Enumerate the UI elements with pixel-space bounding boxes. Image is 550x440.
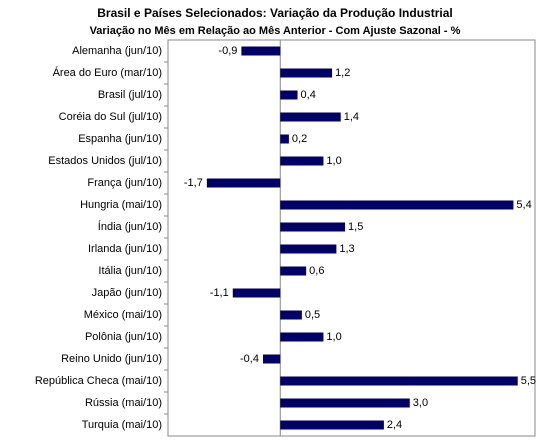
value-label: -0,9 [218,45,237,57]
value-label: 1,0 [326,331,341,343]
value-label: 0,5 [305,309,320,321]
y-tick-label: França (jun/10) [87,177,162,189]
bar [280,112,341,122]
y-tick-label: México (mai/10) [84,309,162,321]
bar [280,398,410,408]
value-label: -1,7 [184,177,203,189]
bar [280,134,289,144]
y-tick-label: Índia (jun/10) [98,220,162,233]
bar [262,354,281,364]
bar [280,90,298,100]
value-label: 1,4 [344,111,359,123]
y-tick-label: Irlanda (jun/10) [88,243,162,255]
y-tick-label: Alemanha (jun/10) [72,45,162,57]
value-label: 3,0 [413,397,428,409]
bar [280,222,346,232]
value-label: 1,2 [335,67,350,79]
chart-title: Brasil e Países Selecionados: Variação d… [97,6,452,20]
value-label: 0,2 [292,133,307,145]
bar [280,420,384,430]
bar [280,200,514,210]
y-tick-label: Polônia (jun/10) [85,331,162,343]
value-label: 1,5 [348,221,363,233]
value-label: 1,0 [326,155,341,167]
bar [280,266,307,276]
value-label: 0,4 [301,89,316,101]
chart-subtitle: Variação no Mês em Relação ao Mês Anteri… [90,25,461,37]
bar [280,156,324,166]
value-label: -0,4 [240,353,259,365]
bar [280,310,302,320]
bar [232,288,281,298]
y-tick-label: Japão (jun/10) [92,287,162,299]
y-tick-label: República Checa (mai/10) [35,375,162,387]
y-tick-label: Brasil (jul/10) [98,89,162,101]
y-tick-label: Espanha (jun/10) [78,133,162,145]
bar [280,332,324,342]
value-label: -1,1 [210,287,229,299]
value-label: 1,3 [339,243,354,255]
y-tick-label: Reino Unido (jun/10) [61,353,162,365]
value-label: 2,4 [387,419,402,431]
bar [206,178,281,188]
y-tick-label: Estados Unidos (jul/10) [48,155,162,167]
y-tick-label: Área do Euro (mar/10) [53,66,162,79]
bar [280,68,333,78]
y-tick-label: Hungria (mai/10) [80,199,162,211]
value-label: 5,4 [516,199,531,211]
value-label: 5,5 [521,375,536,387]
y-tick-label: Itália (jun/10) [98,265,162,277]
bar [241,46,281,56]
value-label: 0,6 [309,265,324,277]
y-tick-label: Turquia (mai/10) [82,419,162,431]
y-tick-label: Coréia do Sul (jul/10) [59,111,162,123]
bar [280,376,518,386]
y-tick-label: Rússia (mai/10) [85,397,162,409]
bar [280,244,337,254]
